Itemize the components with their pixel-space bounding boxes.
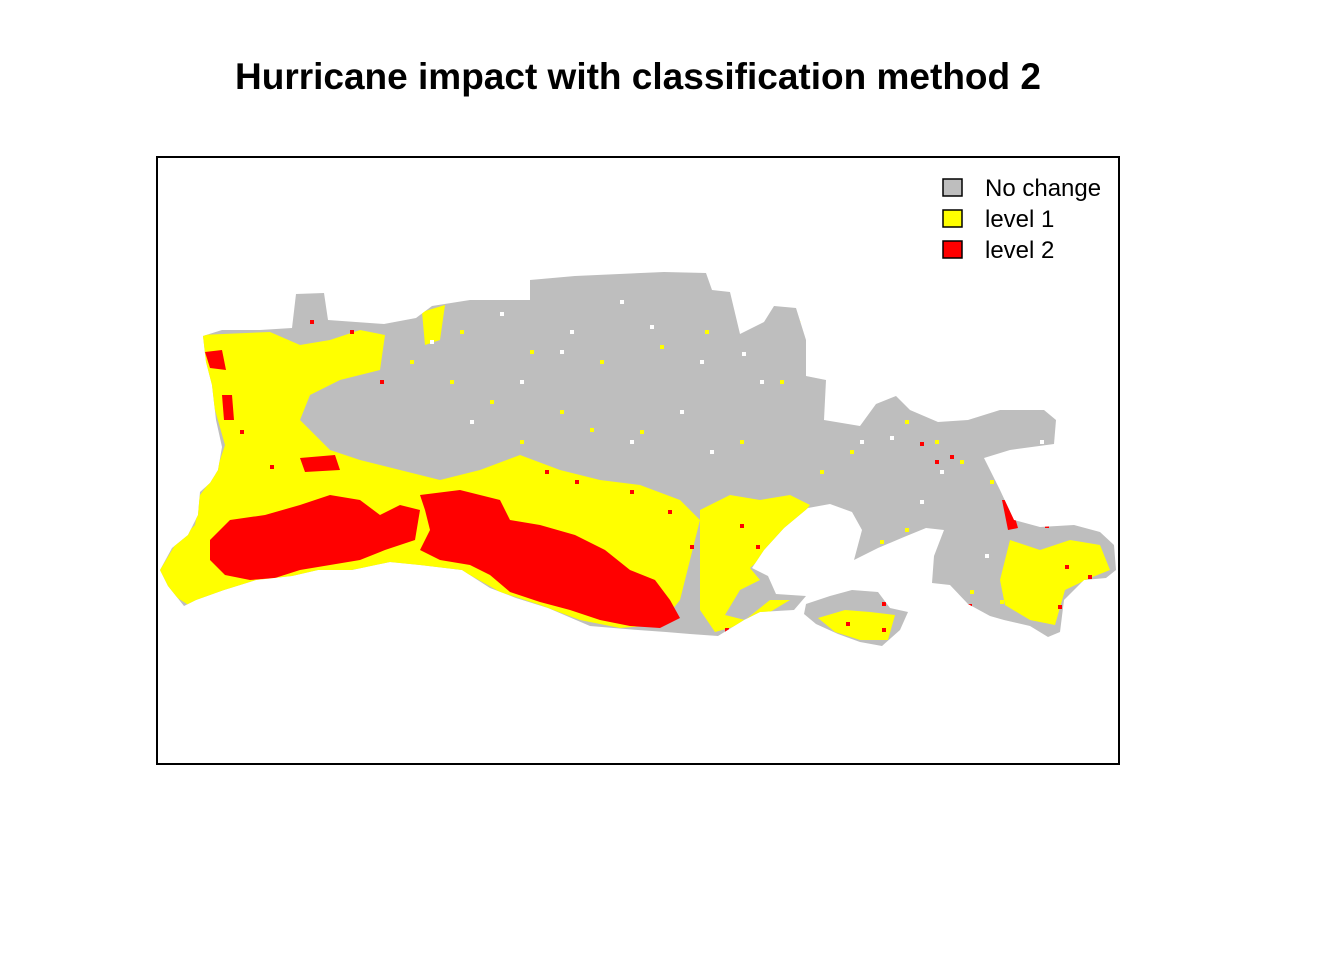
level1-scatter [410,318,1084,604]
level2-west [210,495,420,580]
legend-swatch-level-2 [942,240,963,259]
level1-island [818,610,895,640]
legend-swatch-level-1 [942,209,963,228]
legend-label-level-1: level 1 [985,206,1054,233]
raster-layer [160,272,1116,646]
level2-northwest [205,350,226,370]
level1-north-patch [422,305,445,345]
level2-inland-patch [300,455,340,472]
level2-east-strip [1002,500,1018,530]
map-title: Hurricane impact with classification met… [235,56,1041,97]
level1-bay-shore [700,495,810,632]
legend-swatch-no-change [942,178,963,197]
legend-label-level-2: level 2 [985,237,1054,264]
level2-west-coast-strip [222,395,234,420]
legend-label-no-change: No change [985,175,1101,202]
legend: No change level 1 level 2 [942,175,1101,264]
no-data-speckles [430,300,1044,558]
level2-central [420,490,680,628]
level2-zones [205,350,1018,628]
